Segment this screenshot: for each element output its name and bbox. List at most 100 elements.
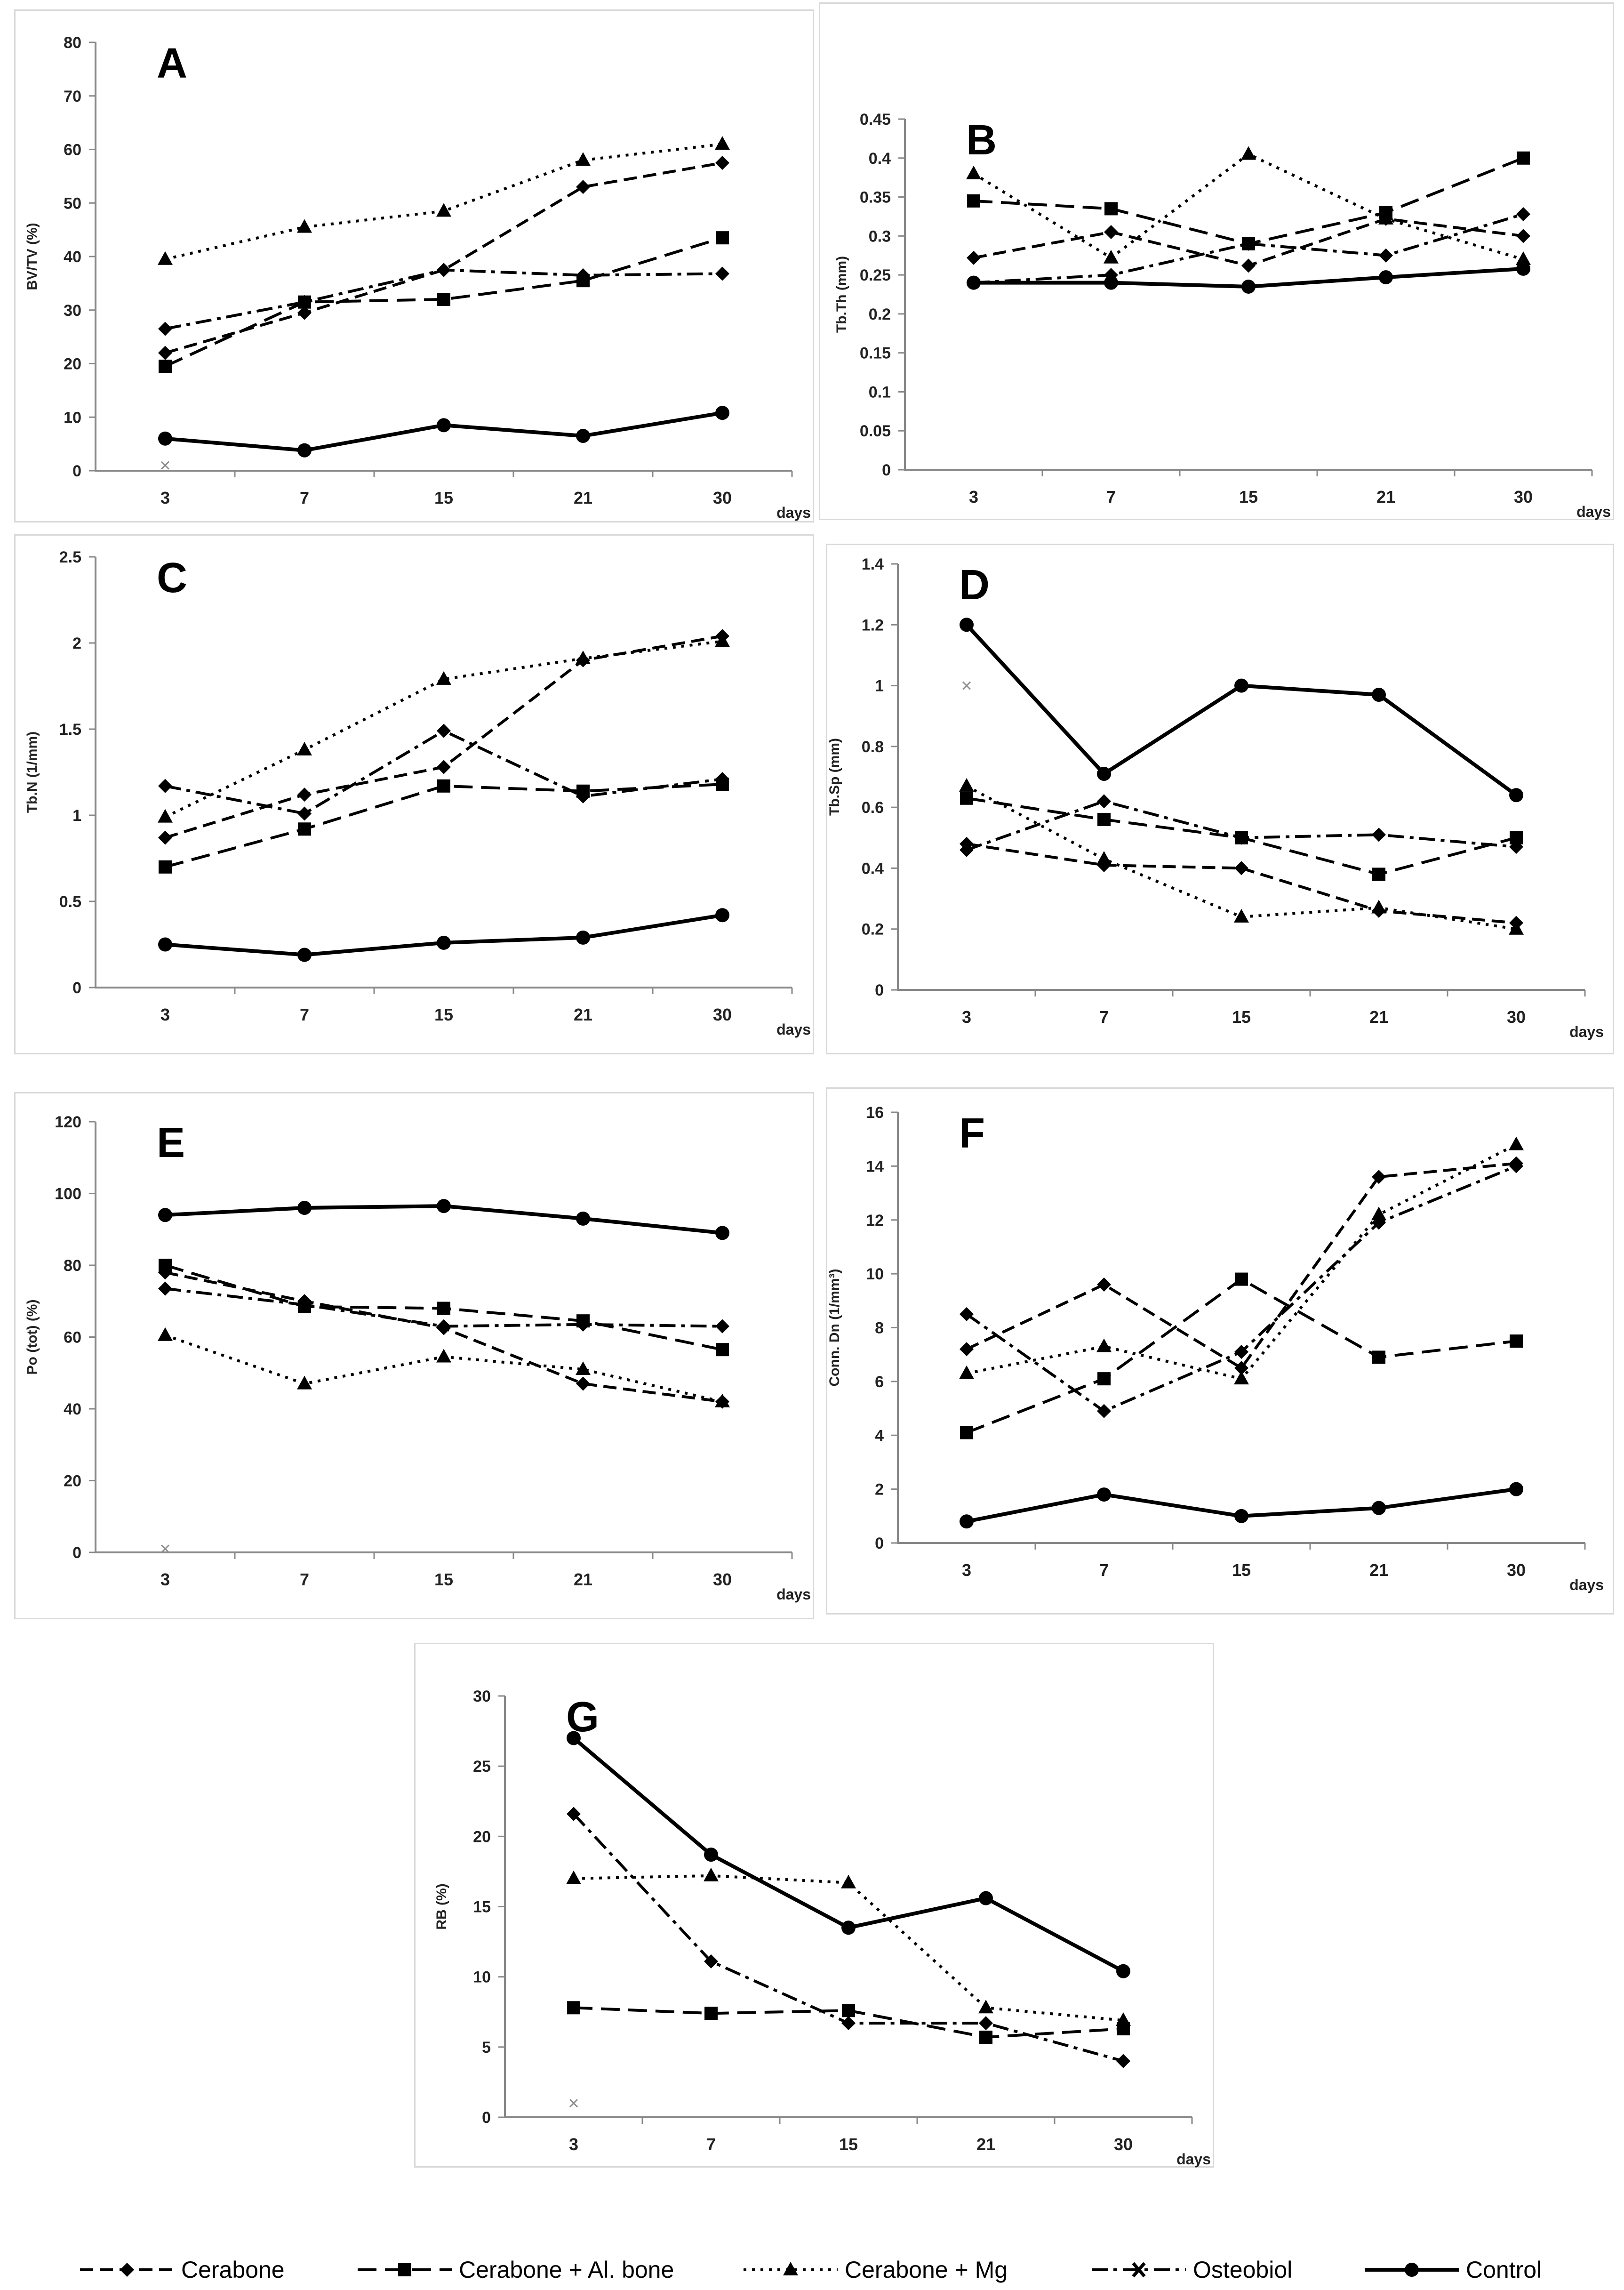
legend-label: Osteobiol xyxy=(1193,2257,1292,2283)
data-point-osteobiol-marker xyxy=(962,681,971,690)
series-cerabone-al-bone xyxy=(159,778,729,874)
chart-panel-e: 0 20 40 60 80 100 120 3 7 15 21 30 days Po (tot) (%) E xyxy=(14,1092,814,1619)
y-tick-label: 0.15 xyxy=(860,345,891,362)
y-tick-label: 20 xyxy=(64,1472,81,1490)
series-cerabone-mg xyxy=(158,633,730,823)
y-tick-label: 1.5 xyxy=(59,721,81,739)
data-point-cerabone-al-bone xyxy=(159,360,172,373)
y-tick-label: 120 xyxy=(55,1113,81,1131)
data-point-cerabone-al-bone xyxy=(1097,813,1111,826)
data-point-osteobiol xyxy=(1116,2054,1130,2068)
data-point-control xyxy=(960,1514,974,1529)
data-point-cerabone xyxy=(158,346,172,360)
x-tick-label: 21 xyxy=(574,1570,592,1589)
y-tick-label: 0.2 xyxy=(862,921,884,939)
y-tick-label: 70 xyxy=(64,88,81,105)
data-point-cerabone-mg xyxy=(158,809,173,823)
x-tick-label: 7 xyxy=(300,488,309,507)
chart-panel-c: 0 0.5 1 1.5 2 2.5 3 7 15 21 30 days Tb.N (1/mm) C xyxy=(14,534,814,1054)
y-tick-label: 100 xyxy=(55,1185,81,1203)
data-point-control xyxy=(967,275,981,290)
data-point-osteobiol-marker xyxy=(160,461,170,470)
data-point-control xyxy=(297,1201,312,1215)
data-point-control xyxy=(297,443,312,458)
data-point-cerabone-mg xyxy=(436,203,451,217)
data-point-cerabone xyxy=(158,830,172,845)
y-tick-label: 0 xyxy=(72,979,81,997)
x-tick-label: 21 xyxy=(574,1005,592,1024)
data-point-cerabone-mg xyxy=(704,1867,719,1881)
data-point-cerabone-mg xyxy=(1234,908,1249,923)
data-point-control xyxy=(1234,678,1248,693)
y-tick-label: 0.4 xyxy=(869,150,891,168)
y-tick-label: 40 xyxy=(64,1400,81,1418)
legend-label: Control xyxy=(1466,2257,1542,2283)
series-line-cerabone xyxy=(165,161,723,354)
y-tick-label: 80 xyxy=(64,1257,81,1275)
x-axis-label: days xyxy=(1569,1023,1604,1040)
axis-lines xyxy=(95,42,792,472)
series-control xyxy=(960,618,1523,803)
y-tick-label: 20 xyxy=(473,1828,491,1846)
data-point-osteobiol xyxy=(1509,1159,1523,1173)
chart-b-svg: 0 0.05 0.1 0.15 0.2 0.25 0.3 0.35 0.4 0.45 3 7 15 21 3… xyxy=(834,111,1611,520)
y-tick-label: 8 xyxy=(875,1319,884,1337)
series-osteobiol xyxy=(567,1807,1130,2108)
x-tick-label: 3 xyxy=(160,1570,170,1589)
data-point-control xyxy=(567,1731,581,1745)
data-point-osteobiol xyxy=(1516,207,1530,221)
chart-panel-f: 0 2 4 6 8 10 12 14 16 3 7 15 21 30 days Conn. Dn (1/mm³… xyxy=(826,1087,1614,1615)
series-osteobiol xyxy=(960,1159,1523,1418)
y-tick-label: 10 xyxy=(64,409,81,426)
series-cerabone xyxy=(567,1731,1130,1978)
data-point-cerabone xyxy=(297,787,312,802)
x-axis-label: days xyxy=(1569,1576,1604,1593)
x-tick-label: 15 xyxy=(434,1005,453,1024)
x-tick-label: 30 xyxy=(1514,487,1533,506)
legend-item-control: Control xyxy=(1365,2257,1542,2283)
data-point-osteobiol xyxy=(979,2016,993,2031)
series-line-cerabone-mg xyxy=(966,1143,1517,1381)
legend-marker xyxy=(1132,2262,1146,2278)
y-tick-label: 10 xyxy=(473,1969,491,1986)
panel-letter: E xyxy=(157,1119,185,1166)
series-control xyxy=(967,261,1530,294)
series-line-control xyxy=(572,1736,1124,1973)
data-point-cerabone-al-bone xyxy=(1235,1272,1248,1286)
legend-item-cerabone: Cerabone xyxy=(80,2257,285,2283)
data-point-osteobiol xyxy=(158,779,172,793)
series-line-cerabone xyxy=(573,1737,1124,1973)
data-point-cerabone-al-bone xyxy=(1372,1350,1385,1364)
data-point-cerabone-mg xyxy=(1096,851,1112,865)
y-tick-label: 14 xyxy=(866,1157,884,1175)
x-tick-label: 15 xyxy=(1232,1007,1251,1027)
data-point-cerabone-mg xyxy=(1104,249,1119,264)
x-tick-label: 15 xyxy=(434,1570,453,1589)
y-tick-label: 2 xyxy=(72,635,81,652)
x-tick-label: 3 xyxy=(969,487,978,506)
series-cerabone xyxy=(960,1156,1523,1375)
y-tick-label: 4 xyxy=(875,1427,884,1445)
chart-legend: Cerabone Cerabone + Al. bone Cerabone + Mg… xyxy=(80,2257,1542,2283)
data-point-cerabone-al-bone xyxy=(1097,1372,1111,1386)
axis-lines xyxy=(897,564,1585,991)
data-point-cerabone-al-bone xyxy=(1104,202,1118,216)
data-point-control xyxy=(960,618,974,632)
y-tick-label: 16 xyxy=(866,1104,884,1122)
y-axis-label: Tb.N (1/mm) xyxy=(24,731,40,813)
legend-label: Cerabone xyxy=(181,2257,285,2283)
data-point-cerabone-mg xyxy=(576,152,591,166)
data-point-control xyxy=(715,908,729,923)
y-tick-label: 25 xyxy=(473,1758,491,1776)
series-cerabone-mg xyxy=(158,136,730,265)
data-point-cerabone xyxy=(1516,229,1530,243)
y-tick-label: 12 xyxy=(866,1212,884,1229)
data-point-control xyxy=(158,937,172,952)
data-point-cerabone-al-bone xyxy=(967,194,980,208)
x-tick-label: 7 xyxy=(1106,487,1116,506)
chart-a-svg: 0 10 20 30 40 50 60 70 80 3 7 15 21 30 days BV/TV (%) A xyxy=(24,34,811,521)
data-point-control xyxy=(1097,1487,1111,1502)
y-tick-label: 0.25 xyxy=(860,266,891,284)
data-point-osteobiol-marker xyxy=(569,2099,578,2108)
